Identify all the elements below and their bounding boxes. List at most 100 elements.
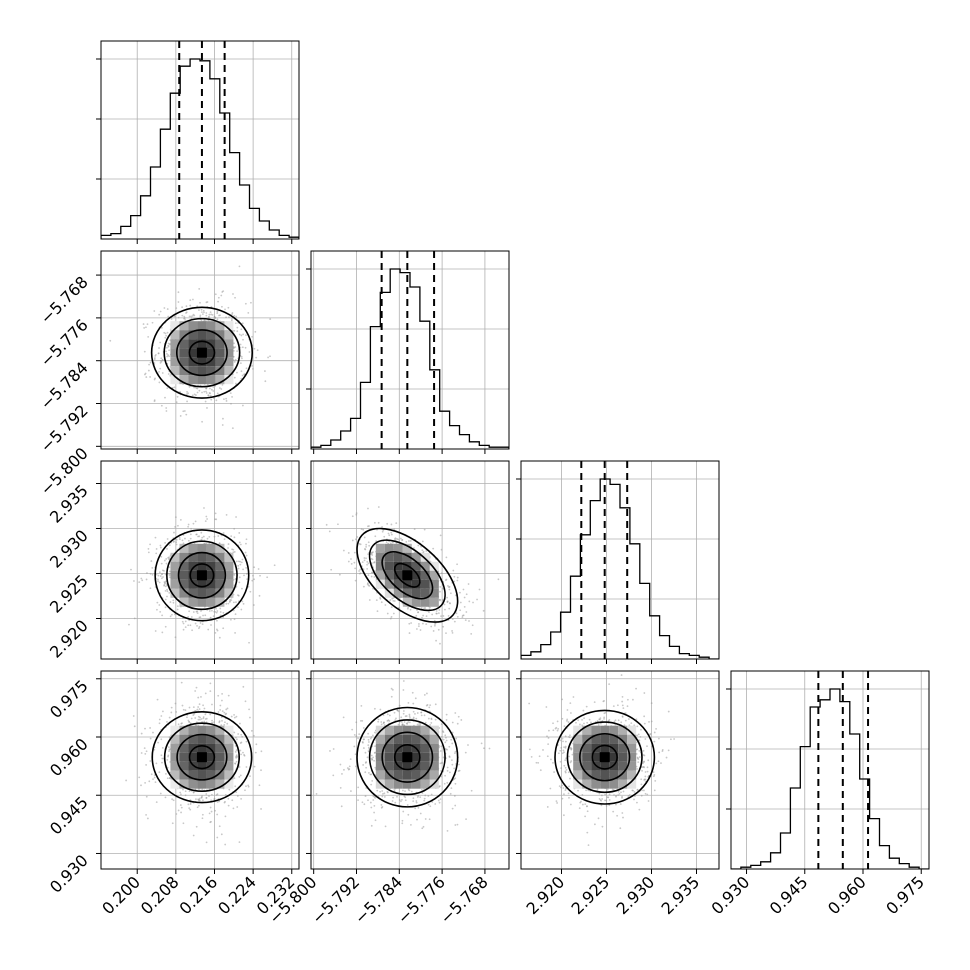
sample-point — [365, 761, 368, 763]
sample-point — [370, 754, 373, 757]
sample-point — [179, 791, 182, 794]
sample-point — [453, 795, 456, 797]
sample-point — [454, 804, 457, 807]
density-cell — [402, 734, 412, 744]
sample-point — [372, 799, 375, 801]
sample-point — [388, 714, 391, 717]
sample-point — [383, 792, 386, 795]
sample-point — [179, 518, 182, 521]
sample-point — [194, 622, 197, 625]
sample-point — [181, 314, 184, 317]
density-cell — [188, 743, 198, 753]
sample-point — [450, 738, 453, 741]
sample-point — [223, 711, 226, 714]
density-cell — [206, 770, 216, 780]
sample-point — [391, 800, 394, 802]
sample-point — [157, 741, 160, 744]
sample-point — [179, 804, 182, 806]
sample-point — [223, 723, 226, 726]
sample-point — [470, 789, 473, 792]
sample-point — [238, 766, 241, 768]
sample-point — [220, 716, 223, 719]
density-cell — [206, 561, 216, 571]
sample-point — [266, 576, 269, 579]
density-cell — [215, 761, 225, 771]
sample-point — [190, 317, 193, 320]
sample-point — [158, 722, 161, 725]
sample-point — [260, 808, 262, 810]
density-cell — [429, 734, 439, 744]
sample-point — [149, 376, 151, 378]
sample-point — [329, 750, 331, 752]
sample-point — [429, 723, 432, 726]
sample-point — [149, 587, 152, 590]
sample-point — [200, 311, 203, 314]
sample-point — [190, 527, 192, 530]
sample-point — [236, 738, 238, 741]
sample-point — [209, 394, 212, 397]
sample-point — [240, 328, 243, 331]
sample-point — [476, 598, 478, 601]
sample-point — [163, 584, 166, 586]
density-cell — [402, 779, 412, 789]
sample-point — [239, 543, 242, 546]
sample-point — [233, 551, 236, 553]
sample-point — [233, 329, 236, 332]
sample-point — [205, 390, 207, 393]
density-cell — [179, 348, 189, 358]
sample-point — [230, 599, 233, 602]
density-cell — [170, 579, 180, 589]
sample-point — [201, 817, 204, 820]
sample-point — [197, 715, 200, 718]
sample-point — [222, 611, 225, 614]
sample-point — [241, 404, 244, 407]
sample-point — [165, 772, 167, 775]
sample-point — [195, 686, 198, 689]
sample-point — [166, 346, 168, 349]
sample-point — [376, 789, 379, 792]
sample-point — [353, 745, 356, 748]
sample-point — [145, 326, 147, 329]
sample-point — [367, 738, 370, 741]
sample-point — [367, 584, 370, 587]
panel-frame — [310, 460, 510, 660]
sample-point — [497, 578, 500, 581]
sample-point — [394, 801, 397, 804]
sample-point — [159, 575, 162, 577]
sample-point — [364, 795, 367, 798]
sample-point — [370, 557, 373, 560]
density-cell — [206, 761, 216, 771]
density-cell — [197, 597, 207, 607]
sample-point — [451, 742, 454, 745]
density-cell — [224, 339, 234, 349]
sample-point — [198, 798, 201, 801]
sample-point — [191, 394, 194, 397]
sample-point — [177, 316, 180, 319]
sample-point — [157, 580, 159, 583]
sample-point — [234, 322, 237, 325]
density-peak — [402, 752, 413, 763]
panel-2-2 — [516, 460, 720, 664]
sample-point — [162, 710, 164, 713]
sample-point — [209, 713, 212, 716]
sample-point — [328, 530, 331, 533]
y-tick-label-2-1: 2.925 — [46, 571, 92, 617]
sample-point — [167, 342, 170, 345]
sample-point — [389, 542, 392, 545]
sample-point — [386, 713, 389, 716]
sample-point — [216, 801, 219, 803]
sample-point — [238, 541, 241, 544]
sample-point — [166, 588, 168, 591]
sample-point — [149, 760, 152, 762]
sample-point — [155, 548, 158, 550]
density-cell — [411, 725, 421, 735]
sample-point — [171, 798, 174, 801]
sample-point — [169, 615, 172, 618]
density-cell — [215, 366, 225, 376]
sample-point — [236, 326, 239, 329]
density-cell — [170, 725, 180, 735]
sample-point — [372, 795, 375, 798]
sample-point — [235, 601, 237, 604]
sample-point — [218, 721, 221, 724]
sample-point — [402, 710, 405, 712]
